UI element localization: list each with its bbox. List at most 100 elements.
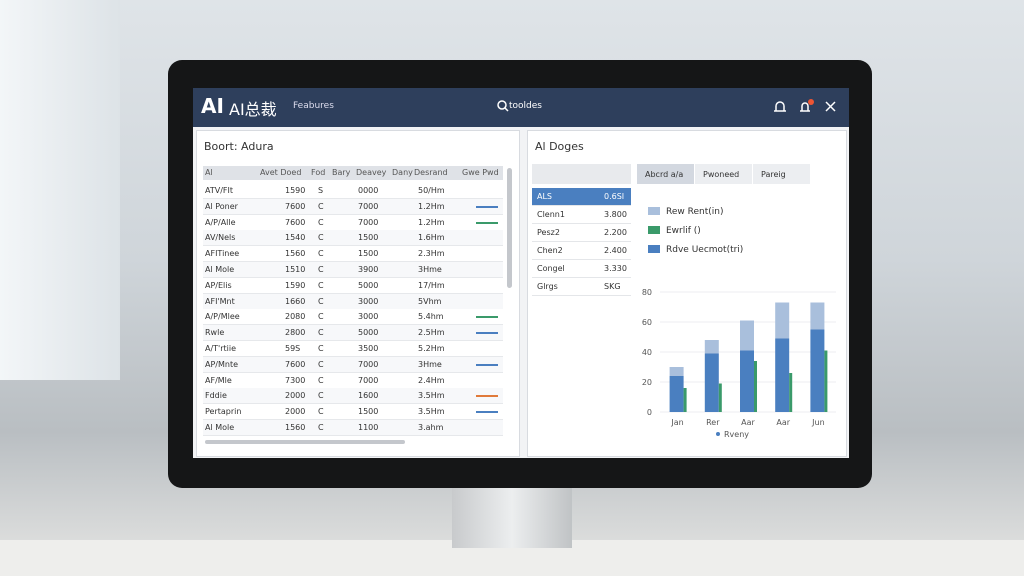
table-cell: C — [318, 391, 324, 401]
app-subtitle: Feabures — [293, 101, 334, 111]
bar — [754, 361, 757, 412]
table-cell: 2000 — [285, 391, 306, 401]
chart-tab[interactable] — [695, 164, 752, 184]
chart-tab-label[interactable]: Abcrd a/a — [645, 170, 684, 179]
chart-tab[interactable] — [753, 164, 810, 184]
column-header: Fod — [311, 168, 326, 177]
table-cell: 3900 — [358, 265, 379, 274]
table-cell: Pertaprin — [205, 407, 242, 417]
right-title: Al Doges — [535, 140, 584, 153]
table-cell: 5000 — [358, 280, 379, 290]
table-cell: 1540 — [285, 233, 306, 243]
table-row — [203, 183, 503, 199]
list-row[interactable] — [532, 260, 631, 278]
table-cell: 7600 — [285, 217, 306, 227]
table-cell: C — [318, 328, 324, 338]
column-header: Deavey — [356, 168, 387, 177]
y-tick-label: 0 — [647, 408, 652, 417]
table-row — [203, 420, 503, 436]
table-cell: 1500 — [358, 249, 379, 259]
table-cell: 1660 — [285, 296, 306, 306]
table-row — [203, 214, 503, 231]
x-tick-label: Jun — [811, 418, 825, 427]
table-cell: 1600 — [358, 391, 379, 401]
search-icon[interactable] — [496, 99, 510, 113]
sparkline — [476, 316, 498, 319]
table-cell: 3500 — [358, 344, 379, 353]
column-header: Avet Doed — [260, 168, 302, 177]
list-label: Glrgs — [537, 282, 558, 291]
y-tick-label: 80 — [642, 288, 652, 297]
table-cell: 1590 — [285, 186, 306, 195]
caption-dot — [716, 432, 720, 436]
column-header: Dany — [392, 168, 413, 177]
bar — [824, 350, 828, 412]
table-cell: 2000 — [285, 407, 306, 417]
table-row — [203, 262, 503, 278]
hscrollbar[interactable] — [205, 440, 405, 444]
scrollbar[interactable] — [507, 168, 512, 288]
table-cell: 0000 — [358, 186, 379, 195]
sparkline — [476, 411, 498, 414]
table-cell: 7300 — [285, 375, 306, 385]
legend-swatch — [648, 226, 660, 234]
table-cell: C — [318, 344, 324, 353]
table-cell: C — [318, 359, 324, 369]
list-label: Clenn1 — [537, 210, 565, 219]
table-cell: C — [318, 375, 324, 385]
table-cell: 3.ahm — [418, 423, 444, 432]
table-cell: AFI'Mnt — [205, 296, 235, 306]
x-tick-label: Jan — [670, 418, 683, 427]
bar — [718, 383, 722, 412]
table-cell: Al Poner — [205, 201, 238, 211]
table-cell: 17/Hm — [418, 280, 445, 290]
table-cell: 5.2Hm — [418, 344, 445, 353]
table-cell: 59S — [285, 344, 301, 353]
table-cell: AF/Mle — [205, 375, 232, 385]
list-row[interactable] — [532, 206, 631, 224]
table-cell: 7000 — [358, 359, 379, 369]
sparkline — [476, 395, 498, 398]
search[interactable]: tooldes — [509, 101, 542, 111]
table-cell: 2080 — [285, 312, 306, 322]
table-cell: 2.3Hm — [418, 249, 445, 259]
list-value: 3.330 — [604, 264, 627, 273]
app-title: AI总裁 — [229, 100, 277, 119]
sparkline — [476, 332, 498, 335]
table-cell: Rwle — [205, 328, 225, 338]
chart-tab-label[interactable]: Pwoneed — [703, 170, 740, 179]
header-icons[interactable] — [770, 98, 840, 116]
bar — [704, 340, 719, 354]
list-value: SKG — [604, 282, 621, 291]
sparkline — [476, 221, 498, 224]
table-cell: 7600 — [285, 201, 306, 211]
list-row[interactable] — [532, 242, 631, 260]
legend-swatch — [648, 207, 660, 215]
table-row — [203, 341, 503, 357]
table-row — [203, 198, 503, 215]
table-cell: C — [318, 423, 324, 432]
table-row — [203, 388, 503, 405]
chart-caption: Rveny — [724, 430, 749, 439]
table-cell: Al Mole — [205, 423, 235, 432]
table-row — [203, 230, 503, 247]
list-row[interactable] — [532, 188, 631, 206]
table-cell: 50/Hm — [418, 186, 445, 195]
table-cell: AFITinee — [205, 249, 240, 259]
table-cell: 3.5Hm — [418, 391, 445, 401]
list-label: Chen2 — [537, 246, 563, 255]
table-cell: 1500 — [358, 233, 379, 243]
chart-tab-label[interactable]: Pareig — [761, 170, 786, 179]
table-row — [203, 404, 503, 421]
legend-label: Rew Rent(in) — [666, 207, 723, 217]
table-cell: C — [318, 265, 324, 274]
chart-tab[interactable] — [637, 164, 694, 184]
table-cell: 3.5Hm — [418, 407, 445, 417]
table-cell: C — [318, 312, 324, 322]
table-row — [203, 372, 503, 389]
table-cell: 7000 — [358, 375, 379, 385]
list-row[interactable] — [532, 224, 631, 242]
list-tab-bar — [532, 164, 631, 184]
list-row[interactable] — [532, 278, 631, 296]
table-cell: 2.5Hm — [418, 328, 445, 338]
